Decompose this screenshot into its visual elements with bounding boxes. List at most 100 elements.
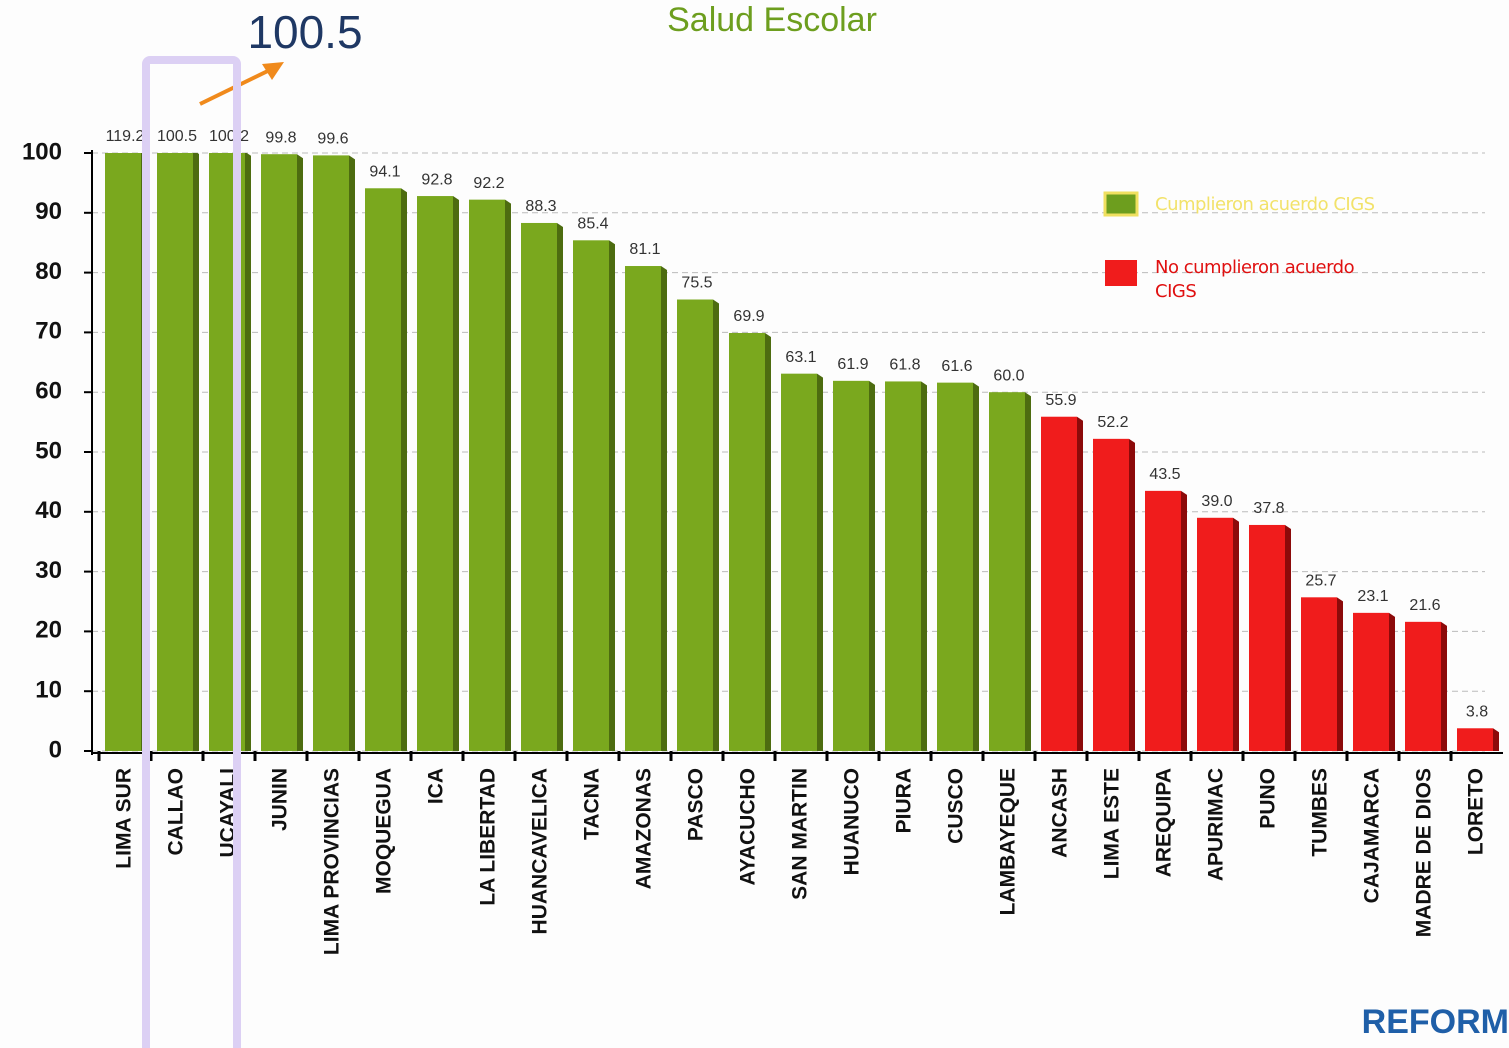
logo: REFORM bbox=[1362, 1003, 1509, 1041]
bar bbox=[157, 153, 193, 751]
bar-side bbox=[1025, 392, 1031, 751]
x-tick-label: AMAZONAS bbox=[633, 768, 656, 889]
value-label: 61.6 bbox=[941, 358, 972, 375]
bar bbox=[469, 199, 505, 752]
bar bbox=[781, 373, 817, 751]
x-tick-label: LA LIBERTAD bbox=[477, 768, 500, 906]
bar bbox=[313, 155, 349, 752]
x-tick-label: SAN MARTIN bbox=[789, 768, 812, 900]
value-label: 85.4 bbox=[577, 216, 608, 233]
bar bbox=[1041, 416, 1077, 751]
y-tick-label: 30 bbox=[35, 557, 62, 584]
bar-side bbox=[401, 188, 407, 752]
bar bbox=[1093, 438, 1129, 751]
bar bbox=[1145, 490, 1181, 751]
x-tick-label: AYACUCHO bbox=[737, 768, 760, 885]
bar bbox=[729, 332, 765, 751]
bar bbox=[573, 240, 609, 752]
legend-swatch bbox=[1105, 260, 1137, 286]
bar bbox=[677, 299, 713, 751]
value-label: 52.2 bbox=[1097, 414, 1128, 431]
bar-side bbox=[1181, 490, 1187, 751]
bar bbox=[105, 153, 141, 751]
bar-side bbox=[1337, 597, 1343, 751]
bar bbox=[1197, 517, 1233, 751]
bar-side bbox=[1493, 728, 1499, 751]
bar-side bbox=[973, 382, 979, 751]
value-label: 100.5 bbox=[157, 128, 197, 145]
bar-side bbox=[557, 222, 563, 751]
bar-side bbox=[1233, 517, 1239, 751]
x-tick-label: PASCO bbox=[685, 768, 708, 841]
bar bbox=[417, 196, 453, 751]
chart-title: Salud Escolar bbox=[667, 1, 877, 39]
x-tick-label: CAJAMARCA bbox=[1361, 768, 1384, 903]
x-tick-label: LORETO bbox=[1465, 768, 1488, 855]
value-label: 61.8 bbox=[889, 357, 920, 374]
y-tick-label: 0 bbox=[49, 736, 62, 763]
x-tick-label: TACNA bbox=[581, 768, 604, 840]
highlight-box bbox=[142, 56, 241, 1048]
value-label: 75.5 bbox=[681, 275, 712, 292]
x-tick-label: MOQUEGUA bbox=[373, 768, 396, 894]
value-label: 55.9 bbox=[1045, 392, 1076, 409]
bar bbox=[1301, 597, 1337, 751]
x-tick-label: LIMA SUR bbox=[113, 768, 136, 869]
legend-swatch bbox=[1103, 191, 1139, 217]
value-label: 92.8 bbox=[421, 171, 452, 188]
value-label: 39.0 bbox=[1201, 493, 1232, 510]
bar-side bbox=[713, 299, 719, 751]
bar-side bbox=[297, 154, 303, 752]
bar-side bbox=[1389, 612, 1395, 751]
y-tick-label: 10 bbox=[35, 677, 62, 704]
x-tick-label: PIURA bbox=[893, 768, 916, 833]
value-label: 119.2 bbox=[106, 128, 145, 145]
x-tick-label: TUMBES bbox=[1309, 768, 1332, 857]
value-label: 61.9 bbox=[837, 356, 868, 373]
y-tick-label: 40 bbox=[35, 497, 62, 524]
bar bbox=[937, 382, 973, 751]
value-label: 99.6 bbox=[317, 131, 348, 148]
x-tick-label: APURIMAC bbox=[1205, 768, 1228, 881]
value-label: 81.1 bbox=[629, 241, 660, 258]
x-tick-label: ANCASH bbox=[1049, 768, 1072, 858]
bar-side bbox=[765, 332, 771, 751]
bar-side bbox=[505, 199, 511, 752]
value-label: 43.5 bbox=[1149, 466, 1180, 483]
value-label: 69.9 bbox=[733, 308, 764, 325]
y-tick-label: 60 bbox=[35, 378, 62, 405]
bar bbox=[521, 222, 557, 751]
y-tick-label: 50 bbox=[35, 437, 62, 464]
value-label: 23.1 bbox=[1357, 588, 1388, 605]
bar-side bbox=[1077, 416, 1083, 751]
bar-side bbox=[453, 196, 459, 751]
legend-label: Cumplieron acuerdo CIGS bbox=[1155, 194, 1375, 215]
value-label: 37.8 bbox=[1253, 500, 1284, 517]
x-tick-label: LIMA ESTE bbox=[1101, 768, 1124, 879]
y-tick-label: 100 bbox=[22, 138, 62, 165]
x-tick-label: LAMBAYEQUE bbox=[997, 768, 1020, 915]
x-tick-label: MADRE DE DIOS bbox=[1413, 768, 1436, 937]
legend-label: No cumplieron acuerdo CIGS bbox=[1155, 257, 1355, 302]
y-tick-label: 20 bbox=[35, 617, 62, 644]
bar-side bbox=[661, 266, 667, 751]
bar bbox=[833, 380, 869, 751]
x-tick-label: CALLAO bbox=[165, 768, 188, 856]
bar bbox=[1249, 524, 1285, 751]
value-label: 21.6 bbox=[1409, 597, 1440, 614]
x-tick-label: PUNO bbox=[1257, 768, 1280, 829]
value-label: 88.3 bbox=[525, 198, 556, 215]
bar-side bbox=[245, 153, 251, 751]
value-label: 63.1 bbox=[785, 349, 816, 366]
bar bbox=[625, 266, 661, 751]
x-tick-label: CUSCO bbox=[945, 768, 968, 844]
bar-side bbox=[1285, 524, 1291, 751]
value-label: 3.8 bbox=[1466, 703, 1488, 720]
y-tick-label: 70 bbox=[35, 318, 62, 345]
value-label: 25.7 bbox=[1305, 573, 1336, 590]
bar-side bbox=[349, 155, 355, 752]
bar bbox=[1457, 728, 1493, 751]
bar-side bbox=[609, 240, 615, 752]
y-tick-label: 90 bbox=[35, 198, 62, 225]
